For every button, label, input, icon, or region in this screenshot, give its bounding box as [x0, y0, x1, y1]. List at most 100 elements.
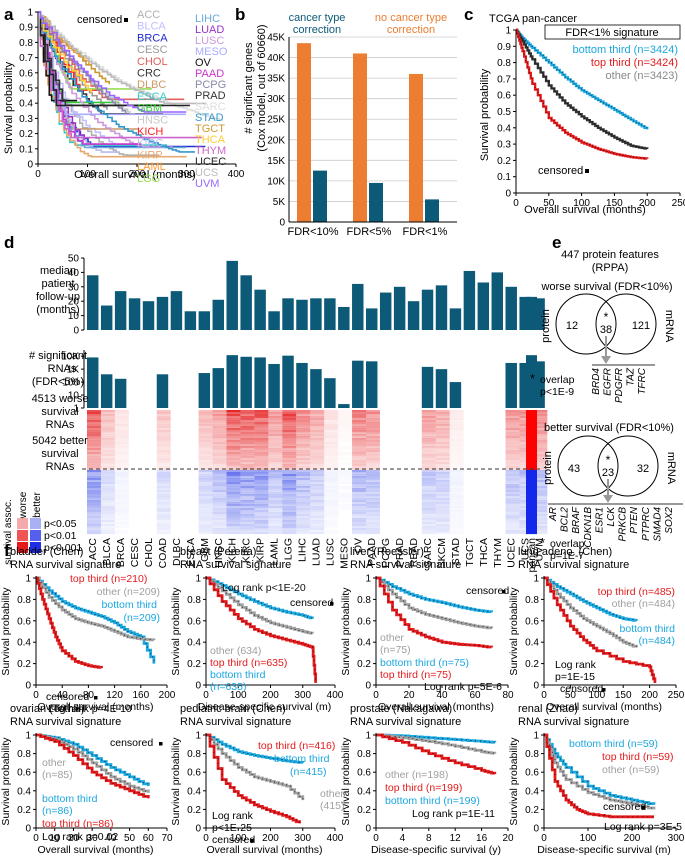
f-ytick-label: 0.8: [357, 749, 371, 760]
heat-cell-better: [282, 480, 297, 483]
heat-cell-worse: [505, 464, 520, 467]
venn-worse-protein-label: protein: [540, 309, 552, 343]
heat-cell-worse: [87, 418, 101, 421]
heat-cell-better: [226, 492, 241, 495]
heat-cell-better: [421, 470, 436, 473]
key-p1: p<0.05: [44, 518, 77, 530]
heat-cell-worse: [366, 458, 380, 461]
heat-cell-worse: [324, 420, 339, 423]
heat-cell-better: [87, 506, 101, 509]
heat-cell-better: [100, 498, 115, 501]
heat-cell-better: [240, 506, 255, 509]
d-xlabel-pcpg: PCPG: [380, 538, 392, 568]
heat-cell-worse: [505, 410, 520, 413]
heat-cell-worse: [100, 438, 115, 441]
heat-cell-worse: [282, 460, 297, 463]
heat-cell-worse: [505, 436, 520, 439]
panel-c-ylabel: Survival probability: [479, 68, 491, 161]
heat-cell-better: [282, 494, 297, 497]
heat-cell-worse: [268, 422, 283, 425]
heat-cell-worse: [87, 414, 101, 417]
heat-cell-worse: [421, 428, 436, 431]
heat-cell-better: [282, 476, 297, 479]
heat-cell-worse: [435, 442, 450, 445]
heat-cell-better: [435, 484, 450, 487]
heat-cell-better: [505, 528, 520, 531]
heat-cell-better: [338, 488, 352, 490]
heat-cell-better: [435, 516, 450, 519]
heat-cell-better: [449, 494, 464, 497]
heat-cell-better: [226, 474, 241, 477]
heat-cell-worse: [526, 432, 537, 435]
d-xlabel-sarc: SARC: [422, 538, 434, 568]
heat-cell-worse: [87, 430, 101, 433]
heat-cell-better: [310, 504, 325, 507]
heat-cell-better: [421, 514, 436, 517]
heat-cell-worse: [310, 440, 325, 443]
heat-cell-better: [240, 492, 255, 495]
heat-cell-better: [435, 482, 450, 485]
heat-cell-worse: [212, 410, 227, 413]
heat-cell-worse: [435, 424, 450, 427]
heat-cell-better: [87, 490, 101, 493]
heat-cell-better: [254, 472, 269, 475]
f-xtick-label: 60: [143, 833, 155, 844]
f-censored-marker: [502, 590, 506, 594]
d-followup-bar-paad: [366, 308, 378, 330]
d-xlabel-pancan: pancan: [526, 538, 538, 573]
heat-cell-better: [505, 502, 520, 505]
heat-cell-better: [282, 472, 297, 475]
heat-cell-worse: [226, 422, 241, 425]
heat-cell-better: [254, 526, 269, 529]
c-curve-censor: [516, 29, 648, 130]
heat-cell-better: [366, 492, 380, 495]
heat-cell-worse: [87, 460, 101, 463]
d-xlabel-lihc: LIHC: [296, 538, 308, 562]
f-ytick-label: 0.6: [17, 768, 31, 779]
heat-cell-better: [435, 470, 450, 473]
d-rnas-bar-ucs: [519, 362, 531, 408]
heat-cell-worse: [324, 454, 339, 457]
e-worse-gene: TAZ: [626, 367, 637, 386]
heat-cell-better: [338, 506, 352, 508]
heat-cell-better: [212, 530, 227, 533]
key-blue-3: [30, 542, 41, 553]
heat-cell-better: [254, 484, 269, 487]
heat-cell-better: [435, 506, 450, 509]
f-subtitle: RNA survival signature: [350, 716, 461, 728]
heat-cell-worse: [212, 412, 227, 415]
heat-cell-better: [450, 522, 464, 524]
venn-worse-arrowhead: [601, 356, 611, 364]
heat-cell-better: [87, 478, 101, 481]
d-followup-bar-luad: [310, 298, 322, 330]
heat-cell-better: [198, 510, 213, 513]
heat-cell-worse: [324, 460, 339, 463]
heat-cell-better: [533, 516, 548, 519]
heat-cell-worse: [198, 438, 213, 441]
venn-better-mrna-label: mRNA: [665, 452, 677, 485]
heat-cell-worse: [156, 468, 171, 471]
heat-cell-worse: [240, 412, 255, 415]
heat-cell-better: [268, 494, 283, 497]
heat-cell-worse: [449, 448, 464, 451]
rnas-label-3: (FDR<5%): [32, 376, 84, 388]
heat-cell-better: [449, 472, 464, 475]
heat-cell-better: [282, 496, 297, 499]
f-ytick-label: 0.4: [17, 638, 31, 649]
heat-cell-worse: [435, 436, 450, 439]
heat-cell-worse: [114, 424, 129, 427]
heat-cell-better: [526, 526, 537, 529]
heat-cell-worse: [114, 456, 129, 459]
heat-cell-better: [366, 474, 380, 477]
heat-cell-better: [100, 518, 115, 521]
heat-cell-better: [533, 500, 548, 503]
a-legend-dlbc: DLBC: [137, 79, 166, 91]
heat-cell-worse: [366, 454, 380, 457]
heat-cell-worse: [198, 454, 213, 457]
heat-cell-worse: [296, 446, 311, 449]
heat-cell-worse: [268, 456, 283, 459]
heat-cell-worse: [87, 464, 101, 467]
heat-cell-better: [526, 500, 537, 503]
heat-cell-worse: [533, 464, 548, 467]
heat-cell-worse: [352, 428, 366, 431]
